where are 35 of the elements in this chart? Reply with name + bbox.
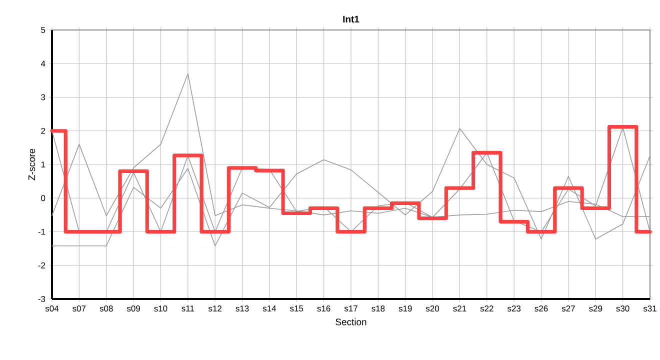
y-tick-label: 5: [41, 27, 46, 33]
x-tick-label: s14: [262, 306, 276, 312]
x-tick-label: s09: [126, 306, 140, 312]
x-tick-label: s19: [398, 306, 412, 312]
y-tick-label: -2: [38, 262, 46, 268]
x-tick-label: s16: [317, 306, 330, 312]
x-tick-label: s26: [534, 306, 548, 312]
x-tick-label: s20: [426, 306, 440, 312]
y-tick-label: -3: [38, 296, 46, 302]
x-tick-label: s04: [45, 306, 59, 312]
y-tick-label: 2: [41, 128, 46, 134]
x-tick-label: s15: [290, 306, 304, 312]
y-axis-title: Z-score: [28, 148, 36, 180]
x-tick-label: s29: [589, 306, 602, 312]
y-tick-label: 1: [41, 162, 46, 168]
x-tick-label: s13: [236, 306, 249, 312]
x-tick-label: s18: [372, 306, 385, 312]
x-tick-label: s27: [562, 306, 575, 312]
x-tick-label: s10: [154, 306, 168, 312]
x-axis-title: Section: [336, 318, 366, 326]
y-tick-label: -1: [38, 228, 46, 235]
x-tick-label: s07: [72, 306, 86, 312]
x-tick-label: s31: [643, 306, 656, 312]
y-tick-label: 3: [41, 94, 46, 100]
x-tick-label: s23: [508, 306, 521, 312]
y-tick-label: 0: [41, 195, 46, 202]
x-tick-label: s21: [453, 306, 466, 312]
x-tick-label: s08: [100, 306, 113, 312]
y-tick-label: 4: [40, 60, 46, 67]
x-tick-label: s17: [344, 306, 358, 312]
x-tick-label: s30: [616, 306, 630, 312]
x-tick-label: s22: [480, 306, 494, 312]
x-tick-label: s12: [208, 306, 222, 312]
chart-title: Int1: [343, 16, 360, 22]
x-tick-label: s11: [182, 306, 194, 312]
